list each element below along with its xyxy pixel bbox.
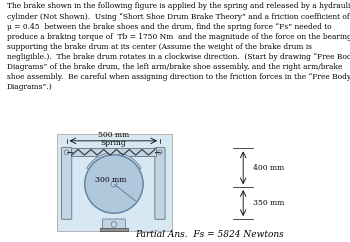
- Text: Spring: Spring: [100, 139, 126, 147]
- FancyBboxPatch shape: [62, 147, 72, 219]
- FancyBboxPatch shape: [155, 147, 165, 219]
- Text: 300 mm: 300 mm: [95, 176, 126, 184]
- Wedge shape: [119, 153, 141, 171]
- Circle shape: [111, 181, 117, 187]
- Circle shape: [85, 155, 143, 213]
- FancyBboxPatch shape: [103, 219, 125, 230]
- Text: 400 mm: 400 mm: [253, 164, 284, 172]
- Text: 350 mm: 350 mm: [253, 199, 284, 207]
- Circle shape: [158, 150, 162, 155]
- Bar: [71, 149, 156, 156]
- FancyBboxPatch shape: [57, 135, 172, 231]
- Circle shape: [111, 222, 117, 227]
- Text: 500 mm: 500 mm: [98, 131, 129, 139]
- Text: Partial Ans.  Fs = 5824 Newtons: Partial Ans. Fs = 5824 Newtons: [136, 230, 284, 239]
- Text: The brake shown in the following figure is applied by the spring and released by: The brake shown in the following figure …: [7, 2, 350, 91]
- Wedge shape: [87, 153, 109, 171]
- Bar: [100, 228, 128, 231]
- Circle shape: [64, 150, 69, 155]
